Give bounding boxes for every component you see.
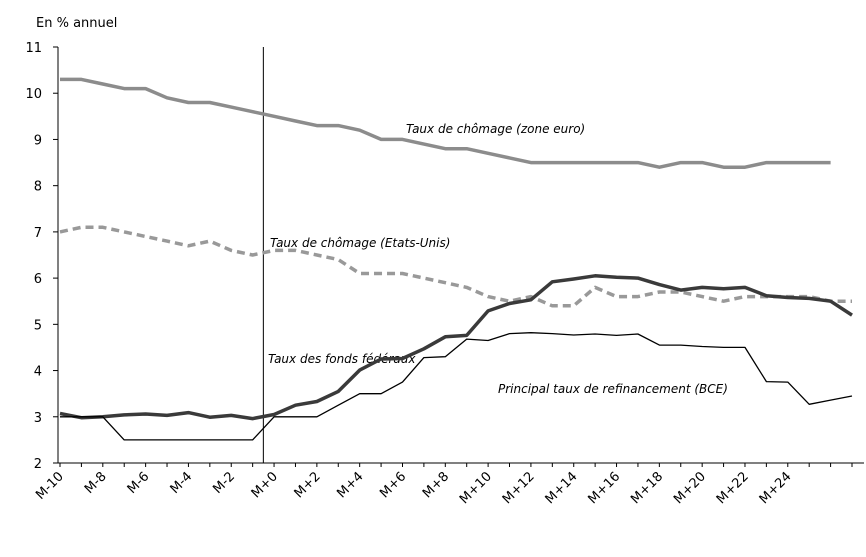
series-label: Taux des fonds fédéraux [268, 352, 416, 366]
y-tick-label: 4 [34, 365, 42, 380]
x-tick-label: M+10 [457, 469, 495, 507]
y-tick-label: 9 [34, 133, 42, 148]
y-tick-label: 7 [34, 226, 42, 241]
series-label: Principal taux de refinancement (BCE) [498, 382, 728, 396]
x-tick-label: M+4 [334, 469, 366, 501]
x-tick-label: M+16 [585, 469, 623, 507]
x-tick-label: M-2 [210, 469, 238, 497]
series-label: Taux de chômage (Etats-Unis) [270, 236, 450, 250]
x-tick-label: M+6 [377, 469, 409, 501]
y-tick-label: 2 [34, 457, 42, 472]
x-tick-label: M+24 [757, 469, 795, 507]
x-tick-label: M+12 [500, 469, 538, 507]
y-tick-label: 10 [25, 87, 42, 102]
x-tick-label: M+8 [420, 469, 452, 501]
y-tick-label: 5 [34, 318, 42, 333]
series-line [60, 332, 853, 441]
series-line [60, 77, 831, 169]
x-tick-label: M+18 [628, 469, 666, 507]
series-line [59, 225, 852, 308]
y-tick-label: 11 [25, 41, 42, 56]
x-tick-label: M+0 [249, 469, 281, 501]
x-tick-label: M-4 [168, 469, 196, 497]
x-tick-label: M+20 [671, 469, 709, 507]
series-line [59, 274, 853, 421]
series-label: Taux de chômage (zone euro) [406, 122, 585, 136]
x-tick-label: M-8 [82, 469, 110, 497]
x-tick-label: M+14 [543, 469, 581, 507]
y-tick-label: 6 [34, 272, 42, 287]
x-tick-label: M+2 [292, 469, 324, 501]
x-tick-label: M-6 [125, 469, 153, 497]
y-tick-label: 8 [34, 180, 42, 195]
y-tick-label: 3 [34, 411, 42, 426]
y-axis-label: En % annuel [36, 16, 117, 31]
x-tick-label: M+22 [714, 469, 752, 507]
x-tick-label: M-10 [33, 469, 67, 503]
